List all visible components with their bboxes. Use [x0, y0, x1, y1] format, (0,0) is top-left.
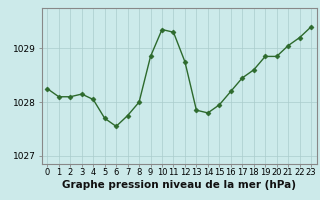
X-axis label: Graphe pression niveau de la mer (hPa): Graphe pression niveau de la mer (hPa): [62, 180, 296, 190]
